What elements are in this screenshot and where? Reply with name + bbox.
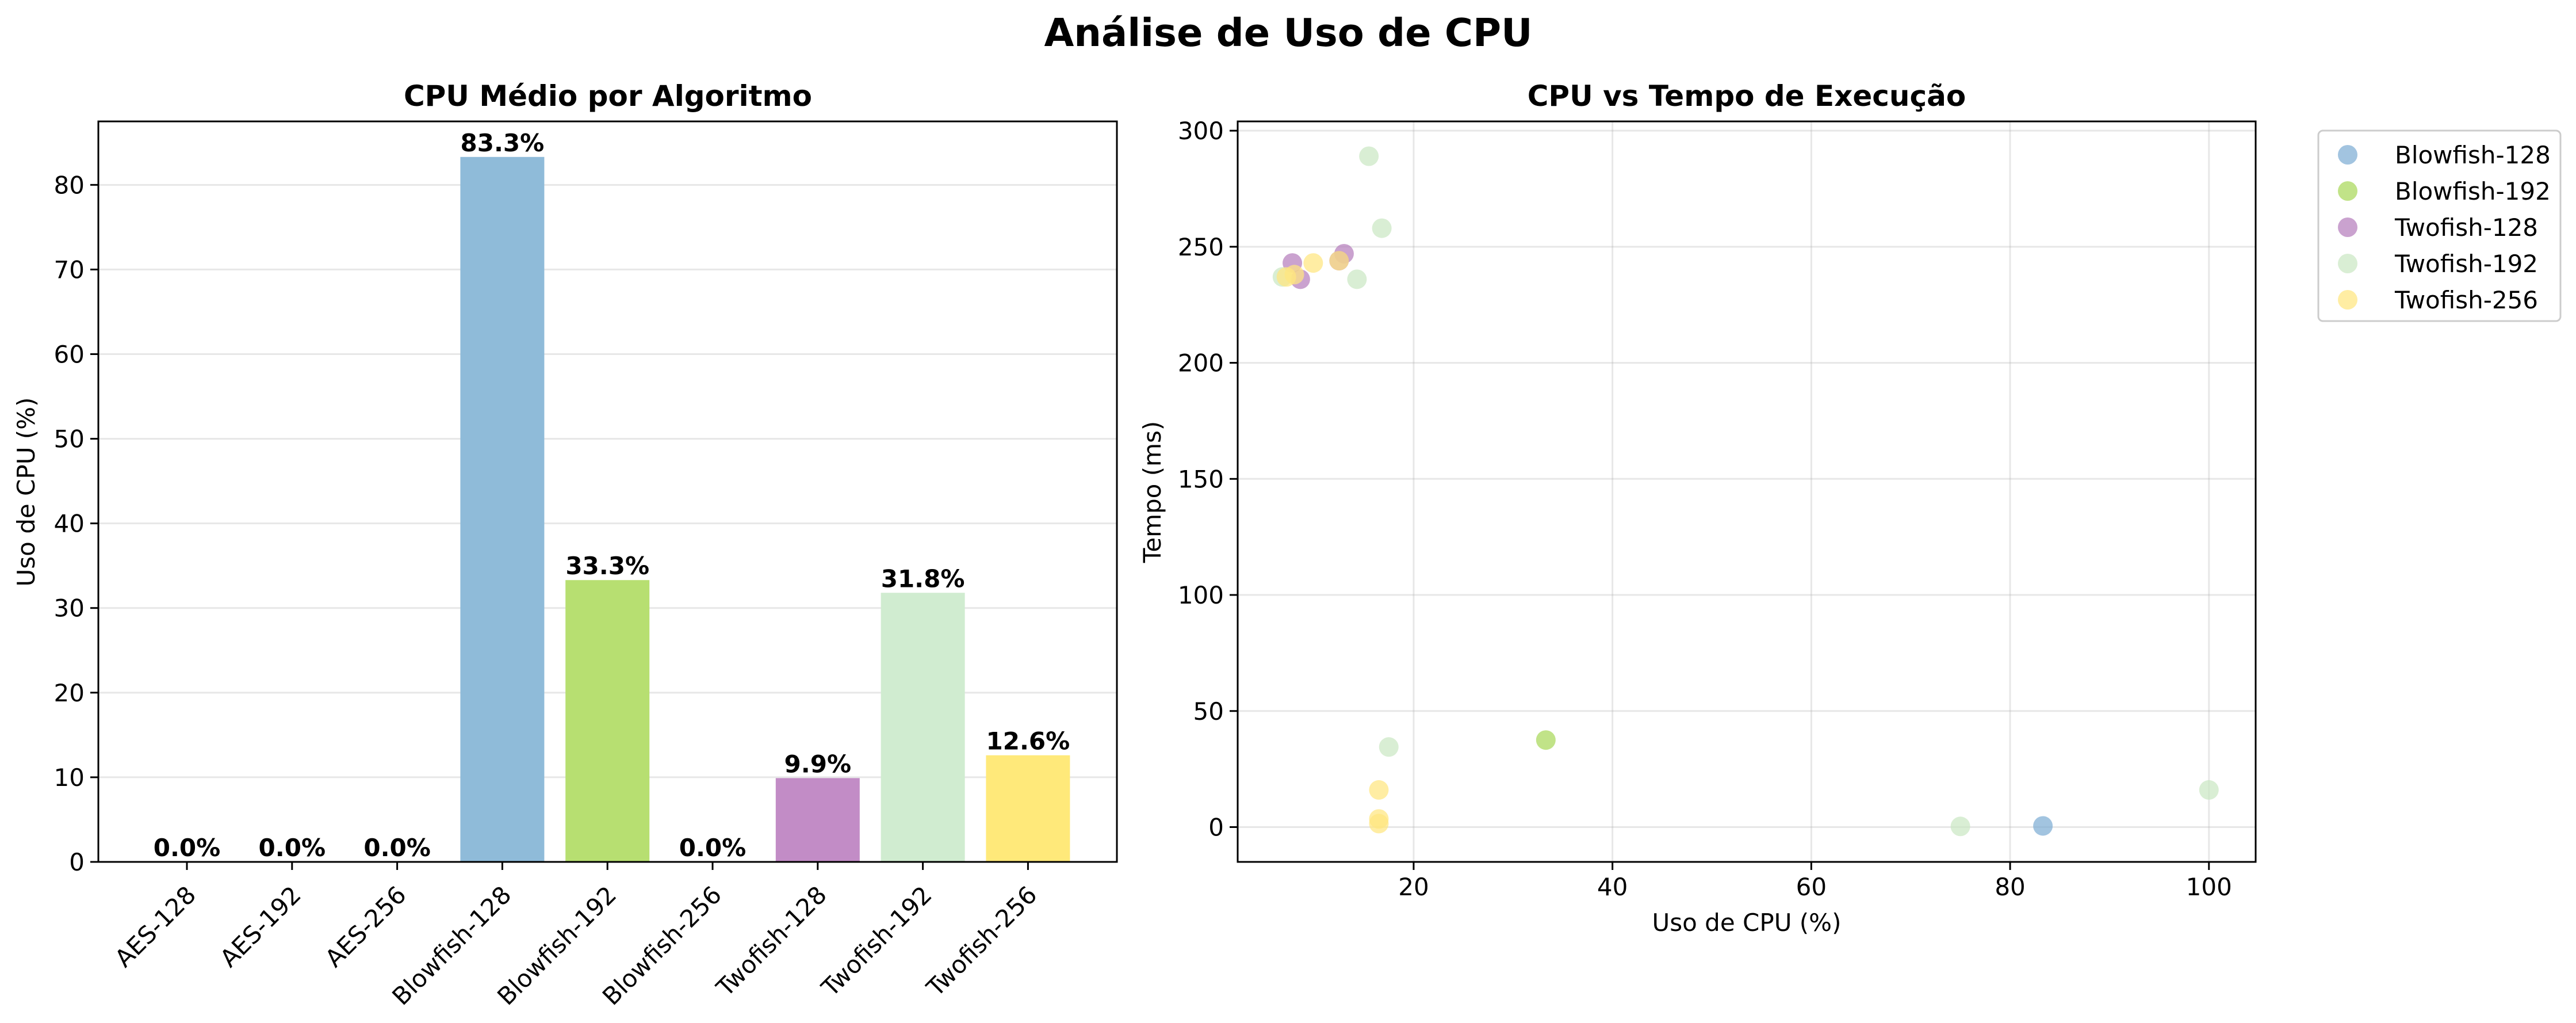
- figure-title: Análise de Uso de CPU: [1044, 10, 1532, 55]
- bar-y-tick-label: 80: [54, 171, 85, 199]
- legend-label: Blowfish-192: [2395, 177, 2551, 205]
- scatter-x-tick-label: 20: [1398, 873, 1429, 901]
- bar-chart-bars: [460, 156, 1070, 862]
- legend-label: Twofish-256: [2394, 286, 2538, 314]
- bar-twofish-256: [986, 755, 1070, 862]
- scatter-legend: Blowfish-128 Blowfish-192 Twofish-128 Twofi…: [2317, 129, 2562, 322]
- scatter-point-twofish-256: [1284, 265, 1304, 285]
- bar-y-tick-label: 30: [54, 594, 85, 623]
- bar-x-tick-label: AES-256: [320, 880, 412, 972]
- scatter-x-tick-label: 100: [2186, 873, 2232, 901]
- scatter-point-twofish-256: [1303, 253, 1323, 273]
- scatter-y-tick-label: 0: [1208, 813, 1224, 841]
- bar-y-tick-label: 0: [69, 848, 85, 876]
- legend-marker: [2338, 181, 2357, 201]
- scatter-chart-x-ticks: 20 40 60 80 100: [1398, 862, 2232, 901]
- bar-blowfish-128: [460, 156, 545, 862]
- legend-label: Twofish-128: [2394, 213, 2538, 242]
- bar-chart-title: CPU Médio por Algoritmo: [404, 79, 812, 113]
- scatter-chart-y-ticks: 0 50 100 150 200 250 300: [1178, 117, 1238, 841]
- bar-x-tick-label: Twofish-256: [921, 880, 1042, 1002]
- bar-x-tick-label: Twofish-192: [816, 880, 937, 1002]
- scatter-point-blowfish-128: [2033, 816, 2053, 836]
- bar-x-tick-label: AES-128: [109, 880, 201, 972]
- bar-y-tick-label: 70: [54, 255, 85, 284]
- legend-marker: [2338, 145, 2357, 165]
- scatter-point-twofish-256: [1369, 780, 1389, 800]
- scatter-point-twofish-192: [1379, 737, 1399, 757]
- bar-value-label: 0.0%: [259, 834, 326, 862]
- scatter-chart-title: CPU vs Tempo de Execução: [1528, 79, 1966, 113]
- scatter-chart-panel: CPU vs Tempo de Execução 0 50 100 150 200 250…: [1138, 79, 2257, 937]
- legend-marker: [2338, 254, 2357, 273]
- bar-y-tick-label: 10: [54, 764, 85, 792]
- bar-y-tick-label: 40: [54, 510, 85, 538]
- scatter-chart-x-axis-label: Uso de CPU (%): [1652, 909, 1842, 937]
- bar-value-label: 31.8%: [881, 564, 965, 593]
- scatter-y-tick-label: 300: [1178, 117, 1224, 145]
- bar-x-tick-label: Twofish-128: [710, 880, 832, 1002]
- scatter-y-tick-label: 50: [1193, 697, 1224, 726]
- scatter-point-twofish-192: [1359, 146, 1379, 166]
- scatter-y-tick-label: 150: [1178, 465, 1224, 493]
- scatter-x-tick-label: 40: [1597, 873, 1628, 901]
- scatter-chart-gridlines: [1238, 121, 2256, 862]
- scatter-y-tick-label: 100: [1178, 581, 1224, 609]
- scatter-point-blowfish-192: [1536, 730, 1556, 750]
- bar-chart-x-ticks: AES-128 AES-192 AES-256Blowfish-128Blowfis…: [109, 862, 1042, 1011]
- bar-twofish-128: [775, 778, 860, 862]
- scatter-chart-points: [1272, 146, 2219, 837]
- scatter-chart-frame: [1237, 120, 2257, 863]
- bar-value-label: 33.3%: [565, 552, 649, 580]
- scatter-x-tick-label: 60: [1796, 873, 1827, 901]
- bar-value-label: 9.9%: [784, 750, 851, 778]
- legend-marker: [2338, 217, 2357, 237]
- scatter-chart-y-axis-label: Tempo (ms): [1138, 421, 1166, 564]
- bar-value-label: 12.6%: [986, 727, 1070, 755]
- bar-blowfish-192: [565, 580, 650, 862]
- bar-twofish-192: [881, 593, 965, 862]
- bar-chart-y-ticks: 0 10 20 30 40 50 60 70 80: [54, 171, 98, 876]
- bar-x-tick-label: AES-192: [215, 880, 307, 972]
- bar-value-label: 0.0%: [363, 834, 430, 862]
- scatter-x-tick-label: 80: [1995, 873, 2025, 901]
- bar-value-label: 0.0%: [154, 834, 220, 862]
- legend-label: Blowfish-128: [2395, 141, 2551, 169]
- scatter-y-tick-label: 250: [1178, 233, 1224, 261]
- bar-chart-panel: CPU Médio por Algoritmo 0.0% 0.0% 0.0% 83.3…: [12, 79, 1118, 1011]
- bar-chart-gridlines: [98, 184, 1117, 863]
- legend-frame: [2317, 129, 2562, 322]
- legend-marker: [2338, 290, 2357, 310]
- scatter-point-twofish-256: [1329, 251, 1349, 271]
- bar-chart-value-labels: 0.0% 0.0% 0.0% 83.3% 33.3% 0.0% 9.9% 31.8% 12.6%: [154, 129, 1070, 862]
- legend-label: Twofish-192: [2394, 250, 2538, 278]
- bar-value-label: 0.0%: [679, 834, 746, 862]
- bar-y-tick-label: 60: [54, 340, 85, 368]
- scatter-point-twofish-192: [2199, 780, 2219, 800]
- scatter-point-twofish-192: [1950, 816, 1970, 837]
- bar-y-tick-label: 20: [54, 679, 85, 707]
- bar-value-label: 83.3%: [461, 129, 545, 157]
- scatter-point-twofish-192: [1372, 218, 1392, 238]
- scatter-point-twofish-256: [1369, 814, 1389, 834]
- bar-y-tick-label: 50: [54, 425, 85, 453]
- scatter-y-tick-label: 200: [1178, 349, 1224, 377]
- bar-chart-y-axis-label: Uso de CPU (%): [12, 398, 40, 587]
- scatter-point-twofish-192: [1347, 269, 1367, 289]
